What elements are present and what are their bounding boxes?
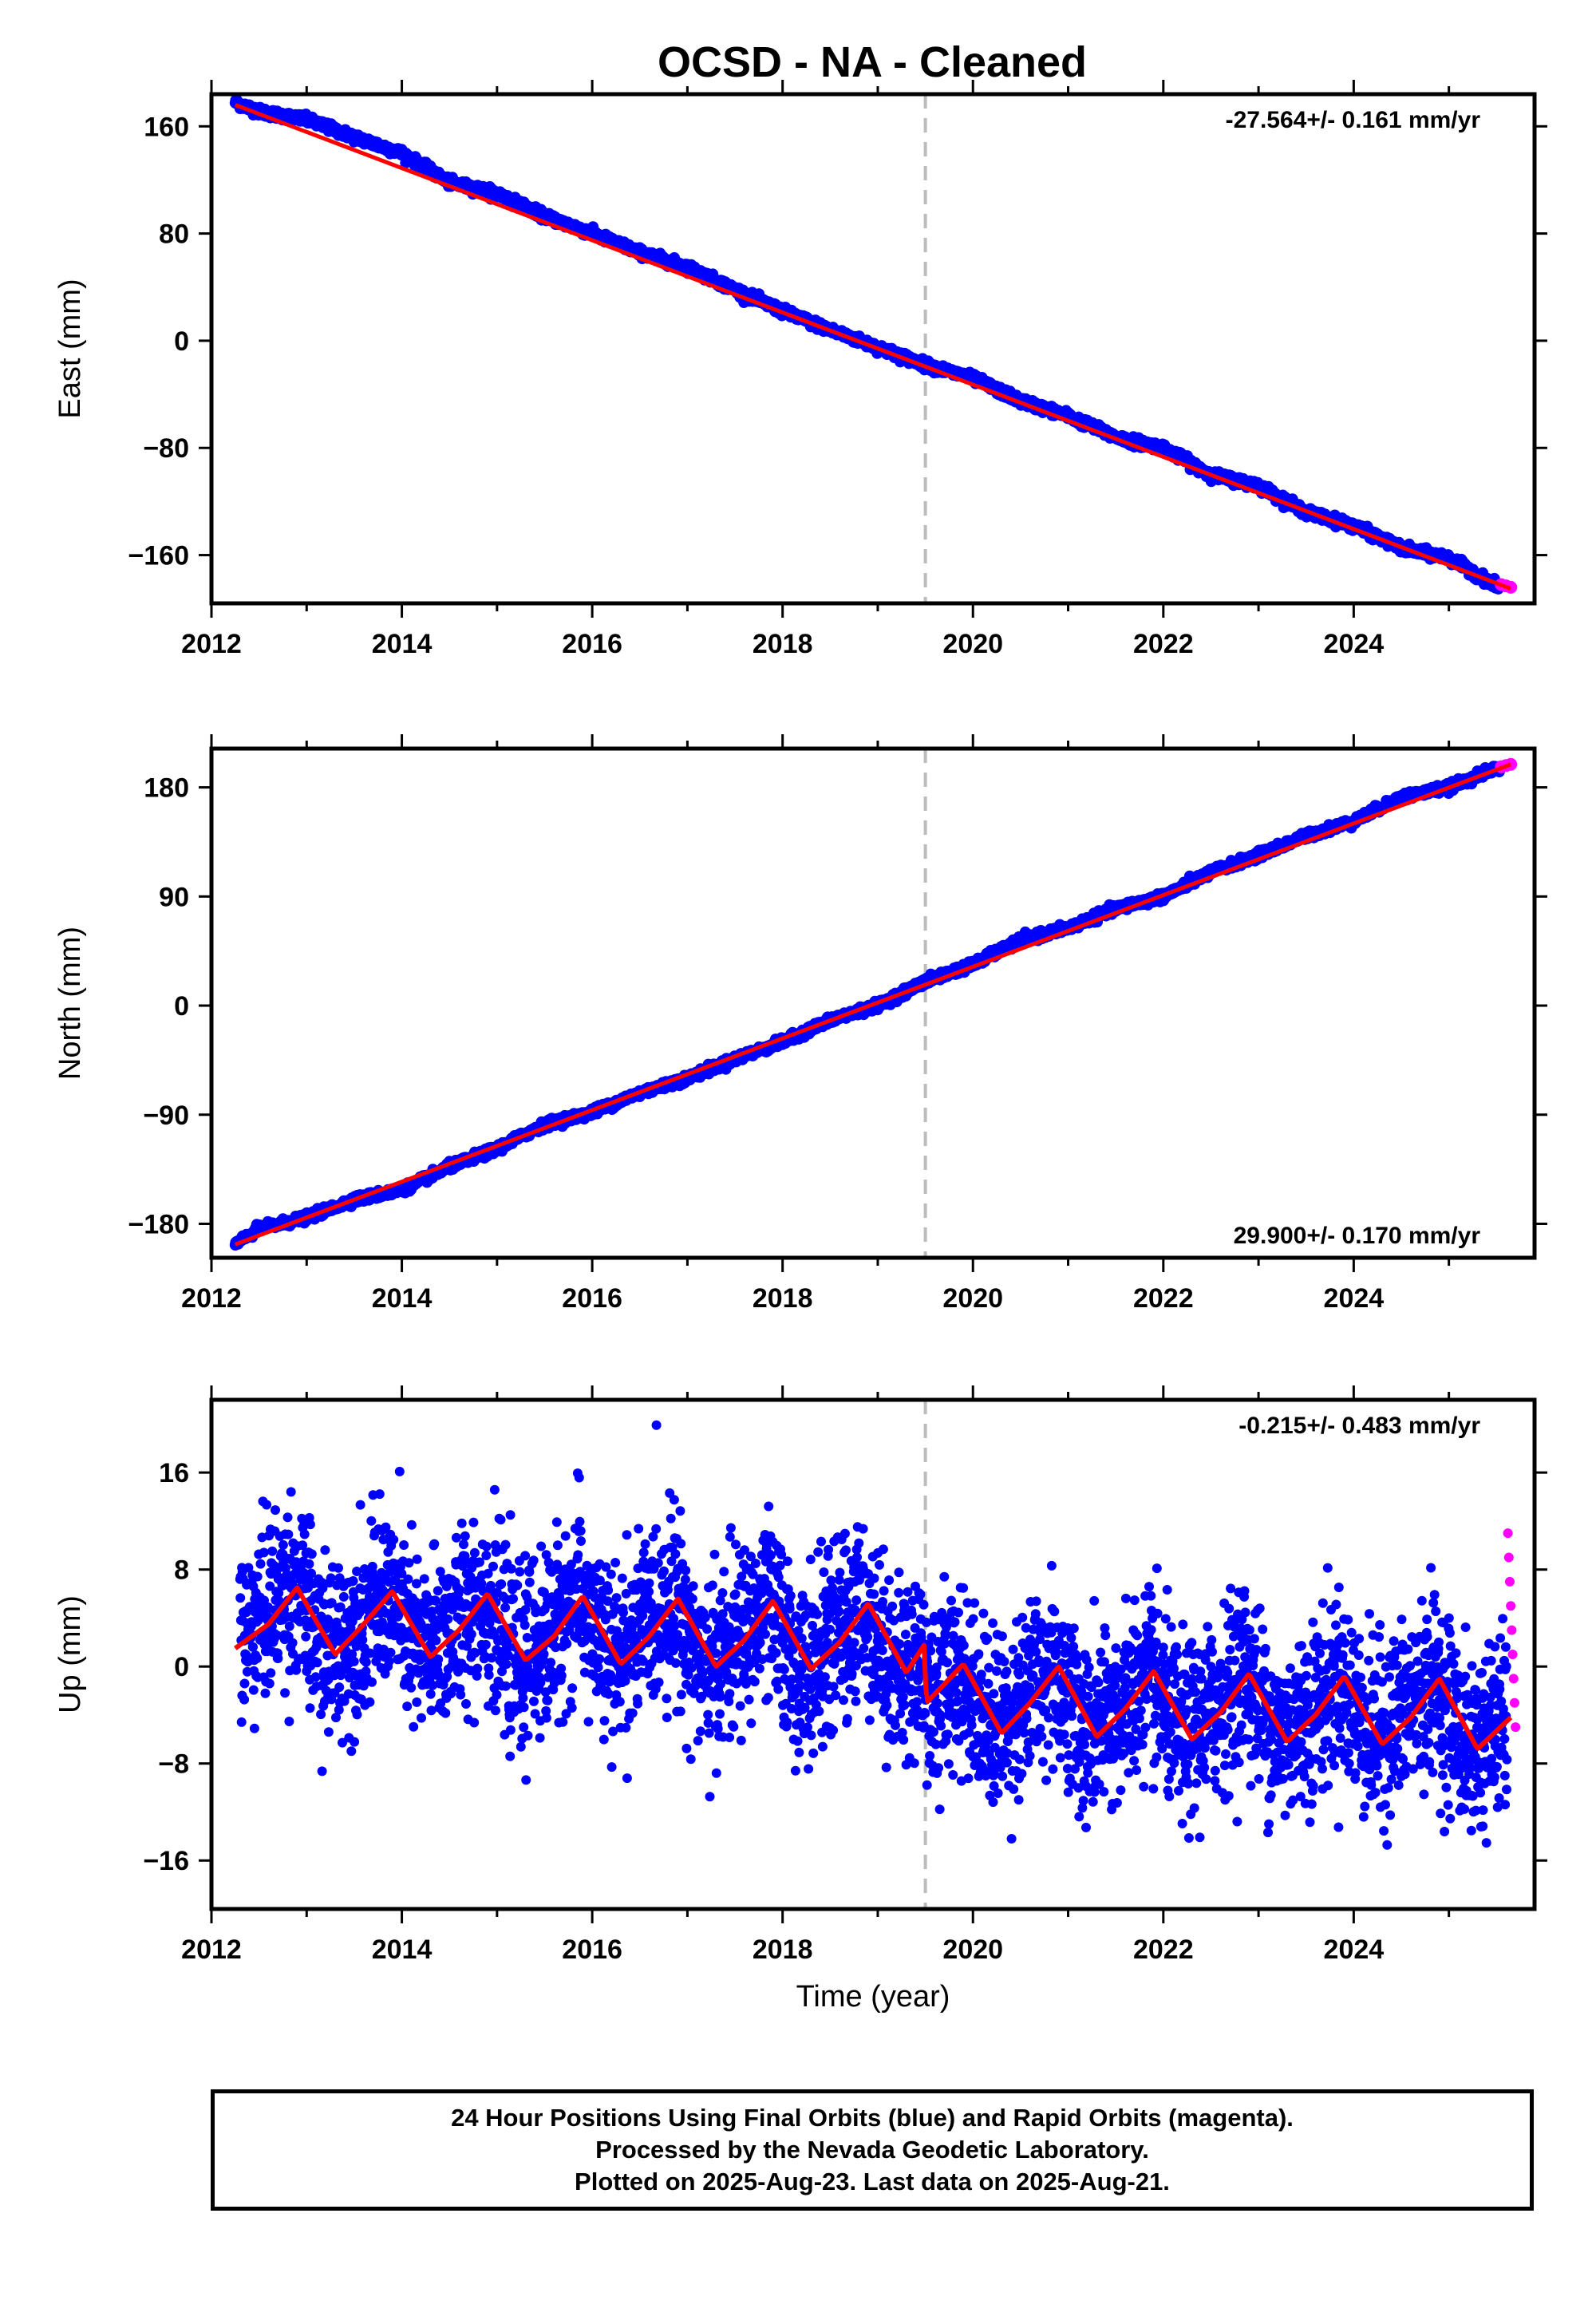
x-tick-label: 2014 [372,629,433,659]
x-tick-label: 2022 [1133,629,1194,659]
plot-frame [209,92,1537,606]
panel-east: 160 80 0 −80 −160 2012 2014 2016 2018 2020 2022 202… [53,80,1547,659]
y-tick-label: 160 [144,112,189,142]
x-tick-label: 2020 [942,629,1003,659]
y-tick-label: −160 [128,541,189,571]
y-tick-label: 0 [174,326,189,357]
model-fit-line [234,103,1512,591]
x-tick-label: 2016 [562,629,622,659]
x-tick-label: 2024 [1324,629,1385,659]
y-axis-label: East (mm) [53,279,87,418]
figure-title: OCSD - NA - Cleaned [658,38,1087,86]
panels-group: 160 80 0 −80 −160 2012 2014 2016 2018 2020 2022 202… [53,80,1547,2014]
data-points-east [229,94,1518,595]
data-points-north [229,757,1518,1251]
y-tick-label: 80 [159,219,189,250]
y-tick-label: −80 [143,433,189,464]
x-tick-label: 2018 [753,629,813,659]
x-tick-label: 2012 [181,629,242,659]
velocity-rate-label: -27.564+/- 0.161 mm/yr [1226,107,1481,133]
